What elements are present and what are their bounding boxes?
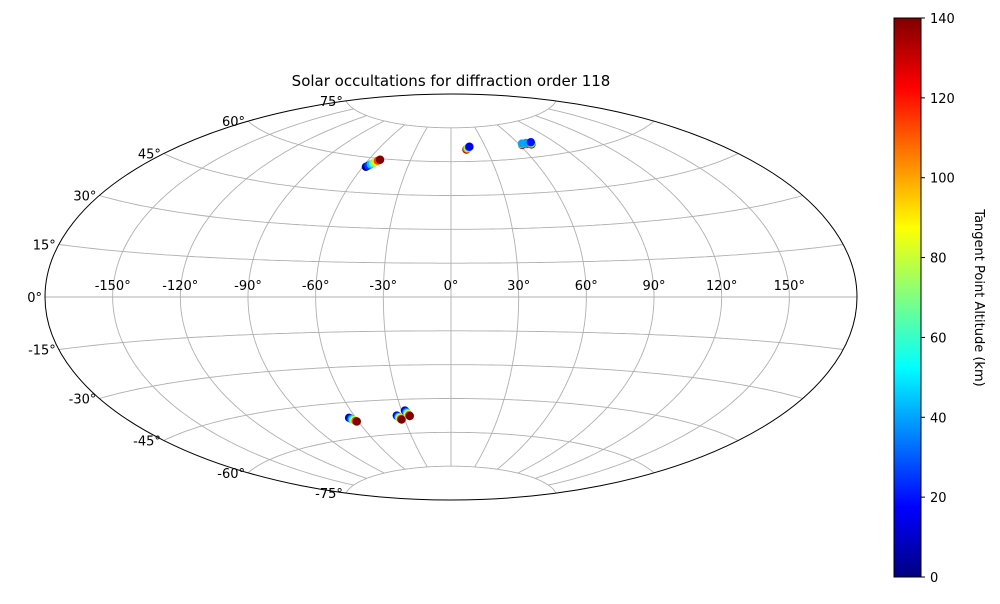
colorbar: 0 20 40 60 80 100 120 140 Tangent Point Altitud… <box>893 12 986 586</box>
latitude-tick-label: 75° <box>320 95 343 110</box>
longitude-tick-label: -30° <box>369 279 397 294</box>
latitude-tick-label: 45° <box>138 148 161 163</box>
data-point <box>397 415 406 424</box>
data-point <box>352 417 361 426</box>
longitude-tick-label: -150° <box>95 279 131 294</box>
parallel-line <box>163 398 739 441</box>
longitude-tick-label: 60° <box>575 279 598 294</box>
colorbar-tick-label: 60 <box>930 331 947 346</box>
longitude-tick-label: 0° <box>444 279 459 294</box>
colorbar-tick-label: 0 <box>930 571 938 586</box>
colorbar-fill <box>893 17 922 578</box>
colorbar-tick-label: 120 <box>930 92 955 107</box>
colorbar-tick-label: 80 <box>930 252 947 267</box>
longitude-tick-label: 90° <box>642 279 665 294</box>
longitude-tick-label: 30° <box>507 279 530 294</box>
parallel-line <box>163 153 739 196</box>
colorbar-tick-label: 40 <box>930 411 947 426</box>
colorbar-tick-label: 140 <box>930 12 955 27</box>
latitude-tick-label: -75° <box>315 487 343 502</box>
map-grid <box>44 93 858 501</box>
parallel-line <box>345 465 557 494</box>
parallel-line <box>247 120 655 163</box>
longitude-tick-label: -90° <box>234 279 262 294</box>
parallel-line <box>345 100 557 129</box>
colorbar-tick-label: 100 <box>930 172 955 187</box>
latitude-tick-label: 30° <box>73 190 96 205</box>
latitude-tick-label: 15° <box>33 239 56 254</box>
data-point <box>375 155 385 164</box>
latitude-tick-label: -60° <box>217 467 245 482</box>
data-point <box>405 411 414 421</box>
latitude-tick-label: 60° <box>222 115 245 130</box>
data-point <box>465 142 474 151</box>
longitude-tick-label: 150° <box>774 279 805 294</box>
chart-title: Solar occultations for diffraction order… <box>292 72 611 90</box>
data-point <box>526 138 535 147</box>
latitude-tick-label: 0° <box>27 291 42 306</box>
parallel-line <box>99 364 803 399</box>
parallel-line <box>58 244 844 264</box>
parallel-line <box>58 330 844 350</box>
longitude-tick-label: 120° <box>706 279 737 294</box>
parallel-line <box>247 431 655 474</box>
latitude-tick-label: -45° <box>133 435 161 450</box>
colorbar-label: Tangent Point Altitude (km) <box>971 208 986 386</box>
map-boundary <box>44 93 858 501</box>
parallel-line <box>99 195 803 230</box>
longitude-tick-label: -60° <box>302 279 330 294</box>
colorbar-ticks: 0 20 40 60 80 100 120 140 <box>921 12 955 586</box>
colorbar-tick-label: 20 <box>930 491 947 506</box>
latitude-tick-label: -15° <box>28 344 56 359</box>
longitude-tick-label: -120° <box>162 279 198 294</box>
map-tick-labels: -150° -120° -90° -60° -30° 0° 30° 60° 90° 120° 150… <box>27 95 805 502</box>
data-points <box>344 138 536 426</box>
latitude-tick-label: -30° <box>69 393 97 408</box>
